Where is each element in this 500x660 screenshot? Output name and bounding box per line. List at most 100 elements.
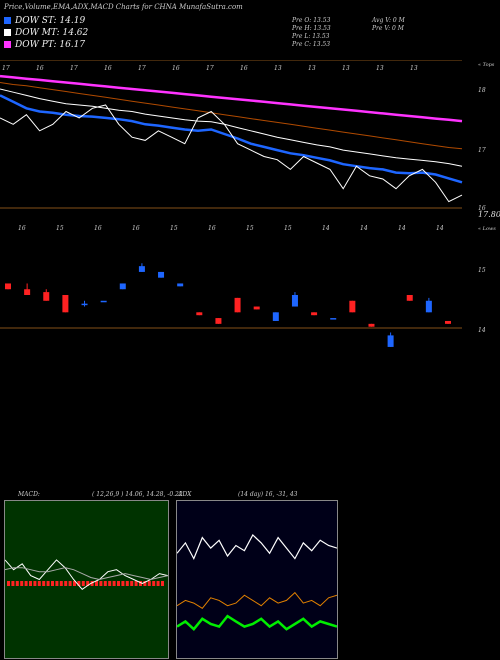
candle-body — [330, 318, 337, 320]
candle-body — [311, 312, 318, 316]
candle-top-label: 14 — [360, 225, 368, 232]
macd-line — [5, 559, 168, 590]
macd-histogram-bar — [29, 581, 32, 586]
legend-swatch-long — [4, 41, 11, 48]
candle-body — [158, 271, 165, 278]
candle-body — [445, 320, 451, 324]
candles-chart: 16 15 16 16 15 16 15 15 14 14 14 14 « Lows 15 14 — [0, 225, 496, 347]
candle-top-label: 14 — [436, 225, 444, 232]
macd-histogram-bar — [7, 581, 10, 586]
macd-histogram-bar — [46, 581, 50, 586]
stat-open: Pre O: 13.53 — [292, 17, 331, 24]
candle-body — [43, 292, 50, 301]
macd-title: MACD: — [18, 491, 40, 498]
candle-axis-label: « Lows — [478, 226, 496, 232]
price-right-axis-labels: « Tops 18 17 16 — [478, 62, 495, 212]
macd-histogram-bar — [15, 581, 19, 586]
price-top-label: 13 — [308, 65, 316, 72]
macd-histogram-bar — [90, 581, 94, 586]
candle-top-label: 14 — [398, 225, 406, 232]
price-top-label: 13 — [274, 65, 282, 72]
candle-top-label: 16 — [18, 225, 26, 232]
price-series-lines — [0, 74, 463, 203]
candle-axis-label: 14 — [478, 327, 486, 334]
adx-series-lines — [177, 534, 337, 632]
macd-histogram-bar — [134, 581, 138, 586]
price-ema-chart: 17 16 17 16 17 16 17 16 13 13 13 13 13 « Tops181716 … — [0, 60, 500, 219]
macd-panel — [4, 500, 169, 659]
macd-params: ( 12,26,9 ) 14.06, 14.28, -0.22 — [92, 491, 183, 498]
price-top-label: 17 — [138, 65, 146, 72]
adx-di-positive-line — [177, 614, 337, 632]
price-top-label: 13 — [342, 65, 350, 72]
price-top-label: 16 — [104, 65, 112, 72]
macd-background — [5, 501, 168, 658]
macd-histogram-bar — [103, 581, 107, 586]
macd-histogram-bar — [51, 581, 54, 586]
candles-top-tick-labels: 16 15 16 16 15 16 15 15 14 14 14 14 — [18, 225, 444, 232]
macd-histogram-bar — [37, 581, 41, 586]
series-line-ema_long2 — [0, 82, 463, 150]
legend-short-ema: DOW ST: 14.19 — [4, 16, 85, 26]
candle-top-label: 16 — [208, 225, 216, 232]
price-top-label: 16 — [36, 65, 44, 72]
candle-body — [138, 266, 145, 272]
stat-pre-volume: Pre V: 0 M — [372, 25, 404, 32]
macd-histogram-bar — [42, 581, 46, 586]
series-line-ema_short — [0, 94, 463, 184]
macd-histogram-bar — [77, 581, 81, 586]
price-top-label: 17 — [70, 65, 78, 72]
legend-label-mid: DOW MT: 14.62 — [15, 28, 89, 38]
macd-histogram-bar — [161, 581, 164, 586]
legend-swatch-mid — [4, 29, 11, 36]
candle-body — [24, 289, 31, 295]
candle-body — [215, 318, 222, 324]
candle-top-label: 16 — [132, 225, 140, 232]
macd-histogram-bar — [55, 581, 59, 586]
stat-close: Pre C: 13.53 — [292, 41, 331, 48]
adx-panel — [176, 500, 338, 659]
macd-histogram-bar — [125, 581, 129, 586]
price-top-label: 16 — [172, 65, 180, 72]
chart-header-title: Price,Volume,EMA,ADX,MACD Charts for CHN… — [4, 3, 243, 11]
candle-top-label: 15 — [56, 225, 64, 232]
macd-histogram-bar — [64, 581, 68, 586]
candle-body — [406, 295, 413, 301]
candle-body — [425, 300, 432, 313]
stat-avg-volume: Avg V: 0 M — [372, 17, 405, 24]
candle-body — [196, 312, 203, 316]
price-top-label: 16 — [240, 65, 248, 72]
candle-top-label: 15 — [246, 225, 254, 232]
candle-body — [387, 335, 394, 347]
candle-top-label: 15 — [170, 225, 178, 232]
candle-body — [81, 303, 88, 306]
price-axis-label: 17 — [478, 147, 486, 154]
macd-histogram-bar — [24, 581, 28, 586]
series-line-ema_long — [0, 74, 463, 123]
price-marker-label: 17.80 — [478, 210, 500, 219]
price-axis-label: « Tops — [478, 62, 495, 68]
candle-body — [234, 297, 241, 313]
macd-histogram-bar — [86, 581, 90, 586]
price-top-label: 13 — [376, 65, 384, 72]
macd-histogram-bar — [108, 581, 112, 586]
macd-histogram-bar — [33, 581, 37, 586]
macd-histogram-bar — [130, 581, 134, 586]
macd-histogram-bar — [68, 581, 72, 586]
price-top-label: 13 — [410, 65, 418, 72]
macd-histogram-bar — [81, 581, 85, 586]
candle-body — [5, 283, 11, 290]
candle-body — [349, 300, 356, 313]
candles-right-axis-labels: « Lows 15 14 — [478, 226, 496, 334]
macd-histogram-bar — [121, 581, 125, 586]
price-top-label: 17 — [2, 65, 10, 72]
price-axis-label: 16 — [478, 205, 486, 212]
macd-signal-line — [5, 567, 168, 581]
stat-high: Pre H: 13.53 — [292, 25, 331, 32]
macd-histogram-bar — [11, 581, 15, 586]
candle-top-label: 15 — [284, 225, 292, 232]
adx-background — [177, 501, 337, 658]
macd-histogram-bar — [152, 581, 156, 586]
candle-body — [368, 323, 375, 327]
legend-mid-ema: DOW MT: 14.62 — [4, 28, 88, 38]
